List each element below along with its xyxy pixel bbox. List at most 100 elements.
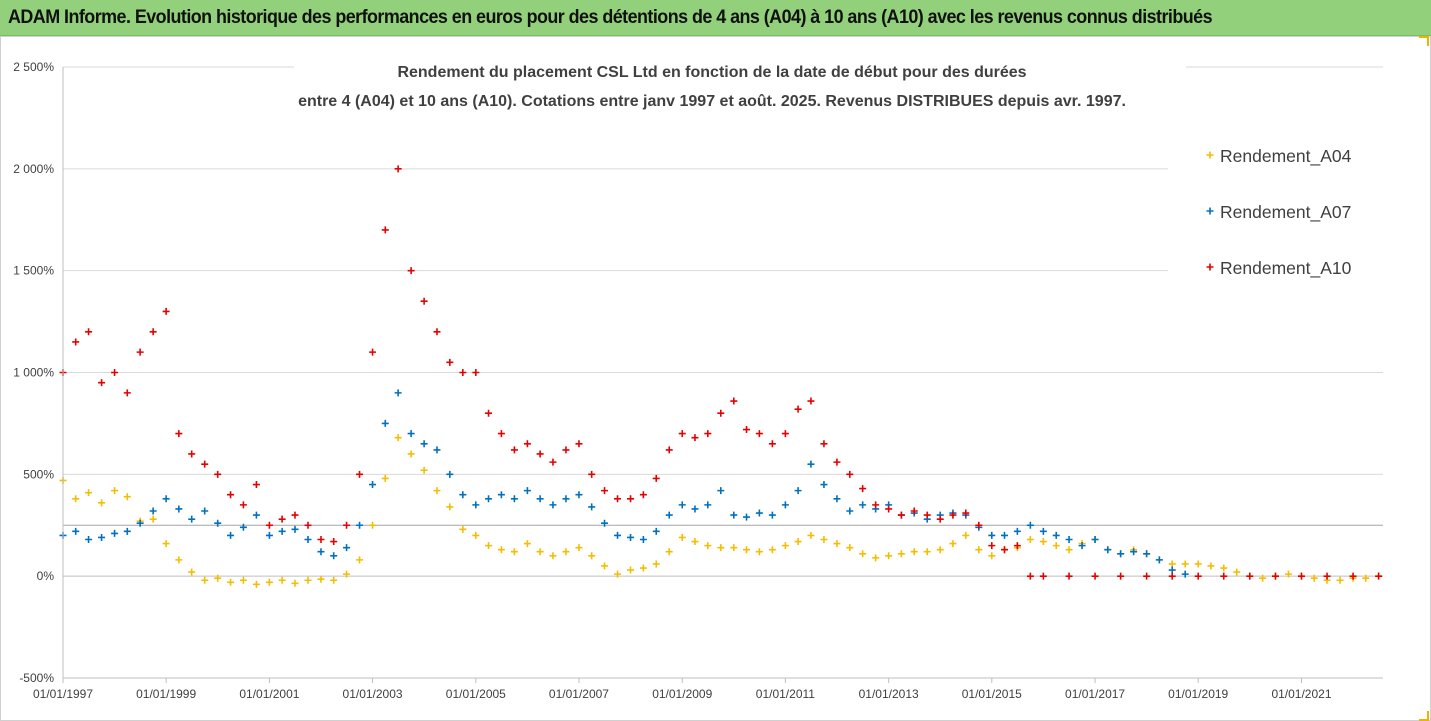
data-point (291, 579, 299, 587)
data-point (794, 487, 802, 495)
data-point (227, 531, 235, 539)
data-point (962, 531, 970, 539)
data-point (72, 495, 80, 503)
y-tick-label: 0% (37, 569, 55, 583)
data-point (678, 533, 686, 541)
data-point (510, 446, 518, 454)
data-point (562, 495, 570, 503)
data-point (472, 369, 480, 376)
data-point (459, 369, 467, 376)
data-point (1001, 546, 1008, 554)
legend-marker (1206, 263, 1214, 271)
data-point (343, 521, 351, 529)
data-point (639, 536, 647, 544)
data-point (614, 495, 622, 503)
data-point (807, 397, 815, 405)
data-point (1362, 574, 1370, 582)
data-point (1246, 572, 1254, 580)
data-point (885, 505, 893, 513)
data-point (1117, 572, 1125, 580)
data-point (523, 440, 531, 448)
data-point (1065, 572, 1073, 580)
data-point (730, 511, 738, 519)
legend-marker (1206, 151, 1214, 159)
data-point (704, 542, 712, 550)
data-point (278, 527, 286, 535)
data-point (717, 487, 725, 495)
data-point (1052, 542, 1060, 550)
corner-accent-bottom-right (1419, 711, 1429, 721)
data-point (111, 487, 119, 495)
data-point (1065, 536, 1073, 544)
data-point (1013, 542, 1021, 550)
data-point (98, 499, 106, 507)
data-point (1001, 531, 1008, 539)
data-point (123, 389, 131, 397)
data-point (846, 507, 854, 515)
legend-label: Rendement_A07 (1220, 202, 1351, 223)
data-point (330, 576, 338, 584)
data-point (1039, 572, 1047, 580)
data-point (317, 575, 325, 583)
data-point (123, 527, 131, 535)
data-point (472, 531, 480, 539)
data-point (472, 501, 480, 509)
data-point (356, 521, 364, 529)
x-tick-label: 01/01/2009 (652, 687, 712, 701)
data-point (601, 487, 609, 495)
data-point (1143, 550, 1151, 558)
data-point (214, 470, 222, 478)
data-point (1233, 568, 1241, 576)
data-point (446, 470, 454, 478)
data-point (433, 328, 441, 336)
data-point (330, 552, 338, 560)
data-point (936, 515, 944, 523)
data-point (239, 523, 247, 531)
data-point (704, 501, 712, 509)
data-point (420, 440, 428, 448)
data-point (768, 511, 776, 519)
data-point (975, 521, 983, 529)
data-point (975, 546, 983, 554)
data-point (162, 540, 170, 548)
data-point (730, 544, 738, 552)
data-point (188, 568, 196, 576)
data-point (149, 328, 157, 336)
data-point (859, 501, 867, 509)
data-point (794, 405, 802, 413)
data-point (755, 430, 763, 438)
data-point (1181, 560, 1189, 568)
data-point (111, 369, 119, 376)
legend-marker (1206, 207, 1214, 215)
data-point (846, 544, 854, 552)
data-point (201, 460, 209, 468)
data-point (136, 348, 144, 356)
data-point (575, 544, 583, 552)
data-point (872, 501, 880, 509)
data-point (910, 507, 918, 515)
data-point (291, 511, 299, 519)
data-point (304, 576, 312, 584)
data-point (639, 491, 647, 499)
x-tick-label: 01/01/1997 (33, 687, 93, 701)
data-point (588, 552, 596, 560)
data-point (1194, 560, 1202, 568)
data-point (781, 542, 789, 550)
y-tick-label: 1 500% (13, 264, 54, 278)
data-point (278, 576, 286, 584)
marks-layer (59, 165, 1383, 588)
data-point (510, 495, 518, 503)
data-point (227, 578, 235, 586)
data-point (162, 495, 170, 503)
data-point (1052, 531, 1060, 539)
data-point (833, 495, 841, 503)
data-point (239, 501, 247, 509)
data-point (755, 509, 763, 517)
legend: Rendement_A04 Rendement_A07 Rendement_A10 (1206, 146, 1352, 279)
data-point (175, 430, 183, 438)
data-point (343, 544, 351, 552)
data-point (136, 519, 144, 527)
data-point (562, 446, 570, 454)
data-point (588, 503, 596, 511)
